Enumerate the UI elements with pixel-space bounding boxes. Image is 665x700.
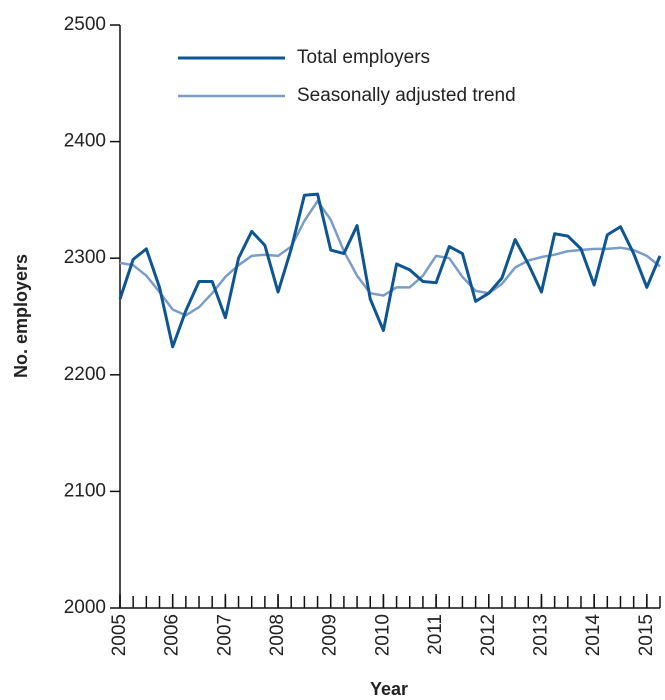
y-tick-label: 2400 xyxy=(64,131,106,152)
y-tick-label: 2500 xyxy=(64,14,106,35)
line-series xyxy=(118,192,662,349)
x-tick-label: 2007 xyxy=(214,614,235,656)
y-tick-label: 2100 xyxy=(64,480,106,501)
y-tick-label: 2200 xyxy=(64,364,106,385)
legend-label: Seasonally adjusted trend xyxy=(297,85,516,106)
x-tick-label: 2011 xyxy=(425,614,446,655)
x-tick-label: 2014 xyxy=(583,614,604,657)
x-tick-label: 2008 xyxy=(267,614,288,656)
legend-label: Total employers xyxy=(297,47,430,68)
x-tick-label: 2006 xyxy=(162,614,183,656)
y-axis-label: No. employers xyxy=(11,254,31,378)
x-tick-label: 2010 xyxy=(372,614,393,656)
x-tick-label: 2013 xyxy=(530,614,551,656)
x-tick-label: 2005 xyxy=(109,614,130,656)
y-tick-label: 2300 xyxy=(64,247,106,268)
x-tick-label: 2012 xyxy=(478,614,499,656)
y-tick-label: 2000 xyxy=(64,597,106,618)
x-tick-label: 2009 xyxy=(320,614,341,656)
x-tick-label: 2015 xyxy=(636,614,657,656)
x-axis-label: Year xyxy=(370,679,408,699)
